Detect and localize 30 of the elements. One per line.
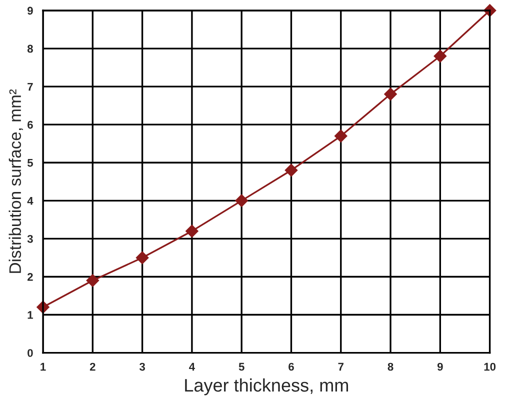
- y-tick-label: 0: [28, 349, 33, 357]
- x-tick-label: 1: [40, 362, 46, 371]
- y-tick-label: 8: [27, 44, 33, 53]
- y-tick-label: 9: [27, 6, 33, 15]
- y-tick-label: 1: [28, 311, 33, 319]
- point: [186, 224, 198, 238]
- x-tick-label: 4: [189, 362, 195, 371]
- y-tick-label: 7: [28, 82, 33, 91]
- y-tick-label: 5: [27, 159, 33, 167]
- point: [384, 88, 397, 101]
- y-tick-label: 2: [27, 273, 33, 281]
- x-tick-label: 3: [139, 362, 145, 371]
- x-tick-label: 6: [288, 362, 294, 371]
- point: [284, 164, 298, 177]
- x-tick-label: 7: [338, 362, 344, 371]
- x-tick-label: 5: [238, 362, 244, 371]
- point: [434, 50, 447, 63]
- point: [235, 194, 248, 208]
- y-tick-label: 3: [27, 234, 33, 243]
- x-axis-title: Layer thickness, mm: [185, 378, 348, 396]
- point: [86, 274, 100, 287]
- x-tick-label: 8: [388, 362, 394, 371]
- y-axis-title: Distribution surface, mm²: [8, 89, 24, 273]
- y-tick-label: 4: [27, 197, 34, 205]
- y-tick-label: 6: [28, 120, 33, 129]
- point: [136, 251, 149, 264]
- x-tick-label: 2: [90, 362, 96, 371]
- x-tick-label: 10: [484, 362, 496, 371]
- x-tick-label: 9: [437, 362, 443, 371]
- point: [334, 130, 348, 142]
